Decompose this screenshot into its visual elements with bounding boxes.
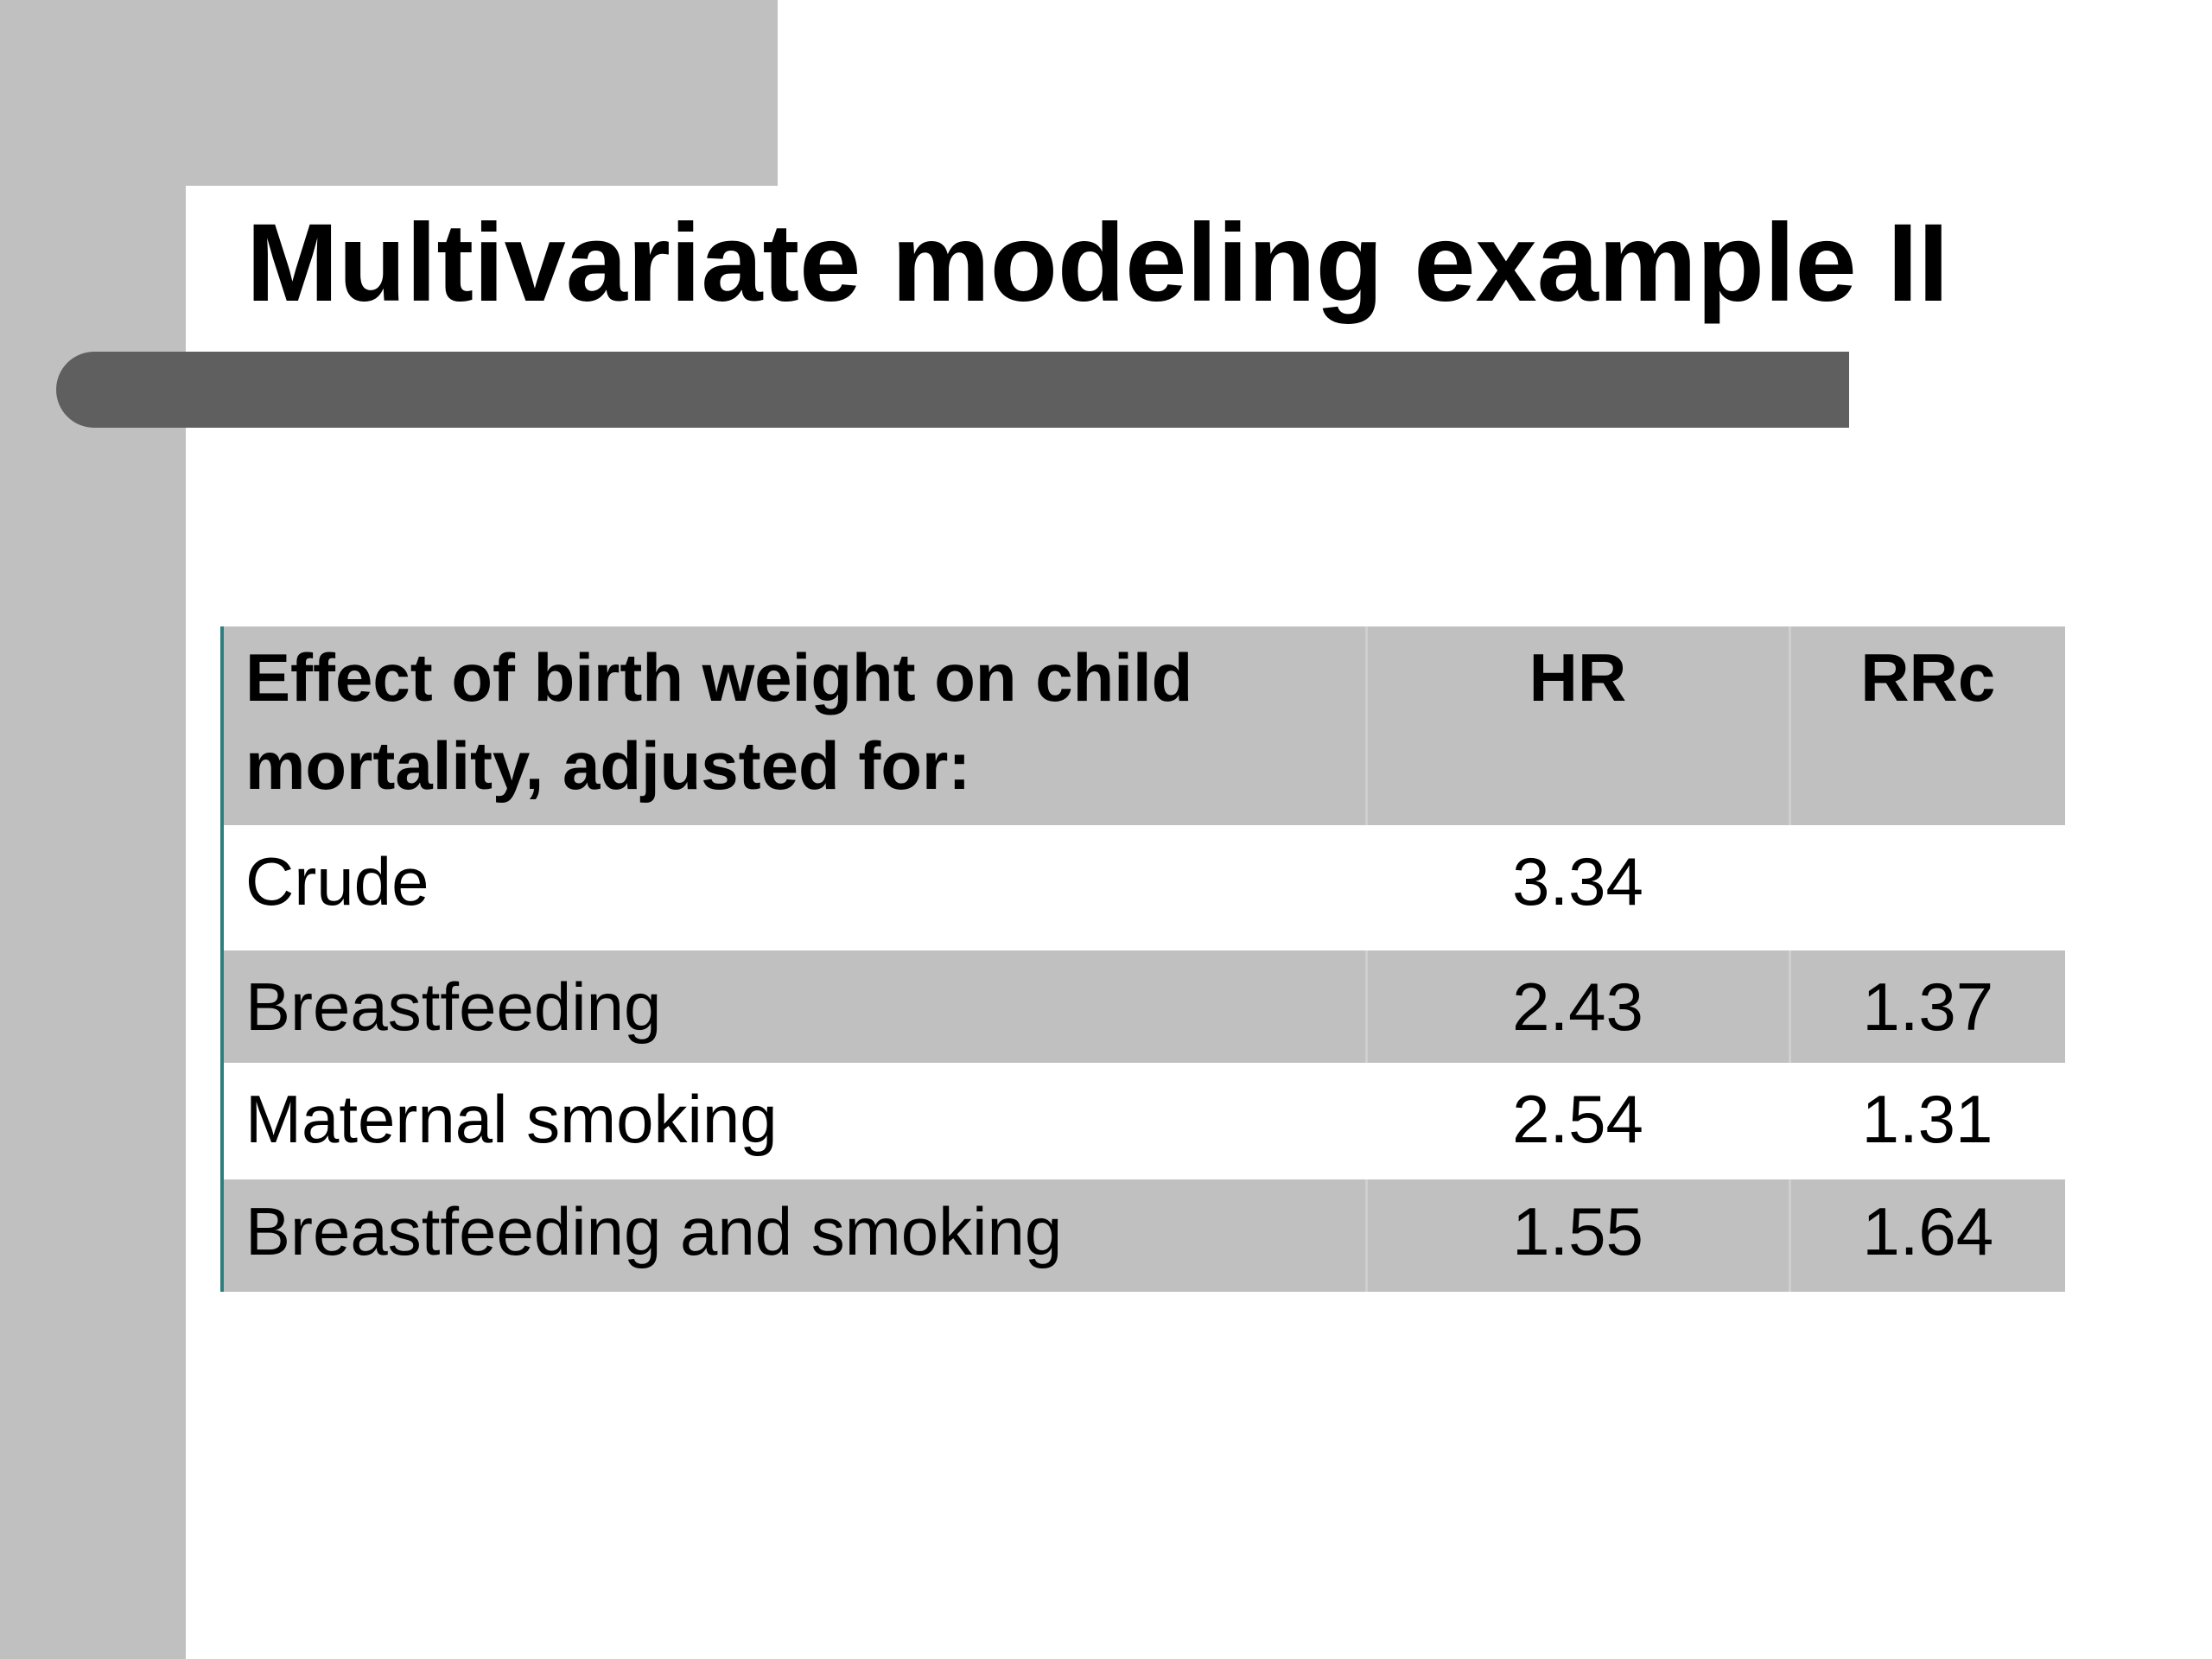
header-rrc: RRc (1788, 626, 2065, 825)
row-label: Crude (224, 825, 1366, 950)
row-rrc-value: 1.31 (1789, 1063, 2065, 1179)
row-label: Breastfeeding (224, 950, 1366, 1063)
row-label: Breastfeeding and smoking (224, 1179, 1366, 1292)
header-hr: HR (1364, 626, 1789, 825)
results-table-container: Effect of birth weight on child mortalit… (220, 626, 2069, 1292)
table-row: Breastfeeding 2.43 1.37 (224, 950, 2065, 1063)
results-table: Effect of birth weight on child mortalit… (224, 626, 2065, 1292)
row-hr-value: 1.55 (1364, 1179, 1789, 1292)
table-row: Breastfeeding and smoking 1.55 1.64 (224, 1179, 2065, 1292)
row-hr-value: 2.43 (1364, 950, 1789, 1063)
top-decoration-block (0, 0, 778, 186)
table-row: Maternal smoking 2.54 1.31 (224, 1063, 2065, 1179)
table-header-row: Effect of birth weight on child mortalit… (224, 626, 2065, 825)
table-row: Crude 3.34 (224, 825, 2065, 950)
row-hr-value: 3.34 (1366, 825, 1789, 950)
row-label: Maternal smoking (224, 1063, 1366, 1179)
row-rrc-value: 1.64 (1788, 1179, 2065, 1292)
row-rrc-value (1789, 825, 2065, 950)
header-adjustment-label: Effect of birth weight on child mortalit… (224, 626, 1366, 825)
row-rrc-value: 1.37 (1788, 950, 2065, 1063)
left-decoration-band (0, 0, 186, 1659)
row-hr-value: 2.54 (1366, 1063, 1789, 1179)
title-underline-bar (56, 352, 1849, 428)
slide-title: Multivariate modeling example II (246, 201, 1949, 325)
